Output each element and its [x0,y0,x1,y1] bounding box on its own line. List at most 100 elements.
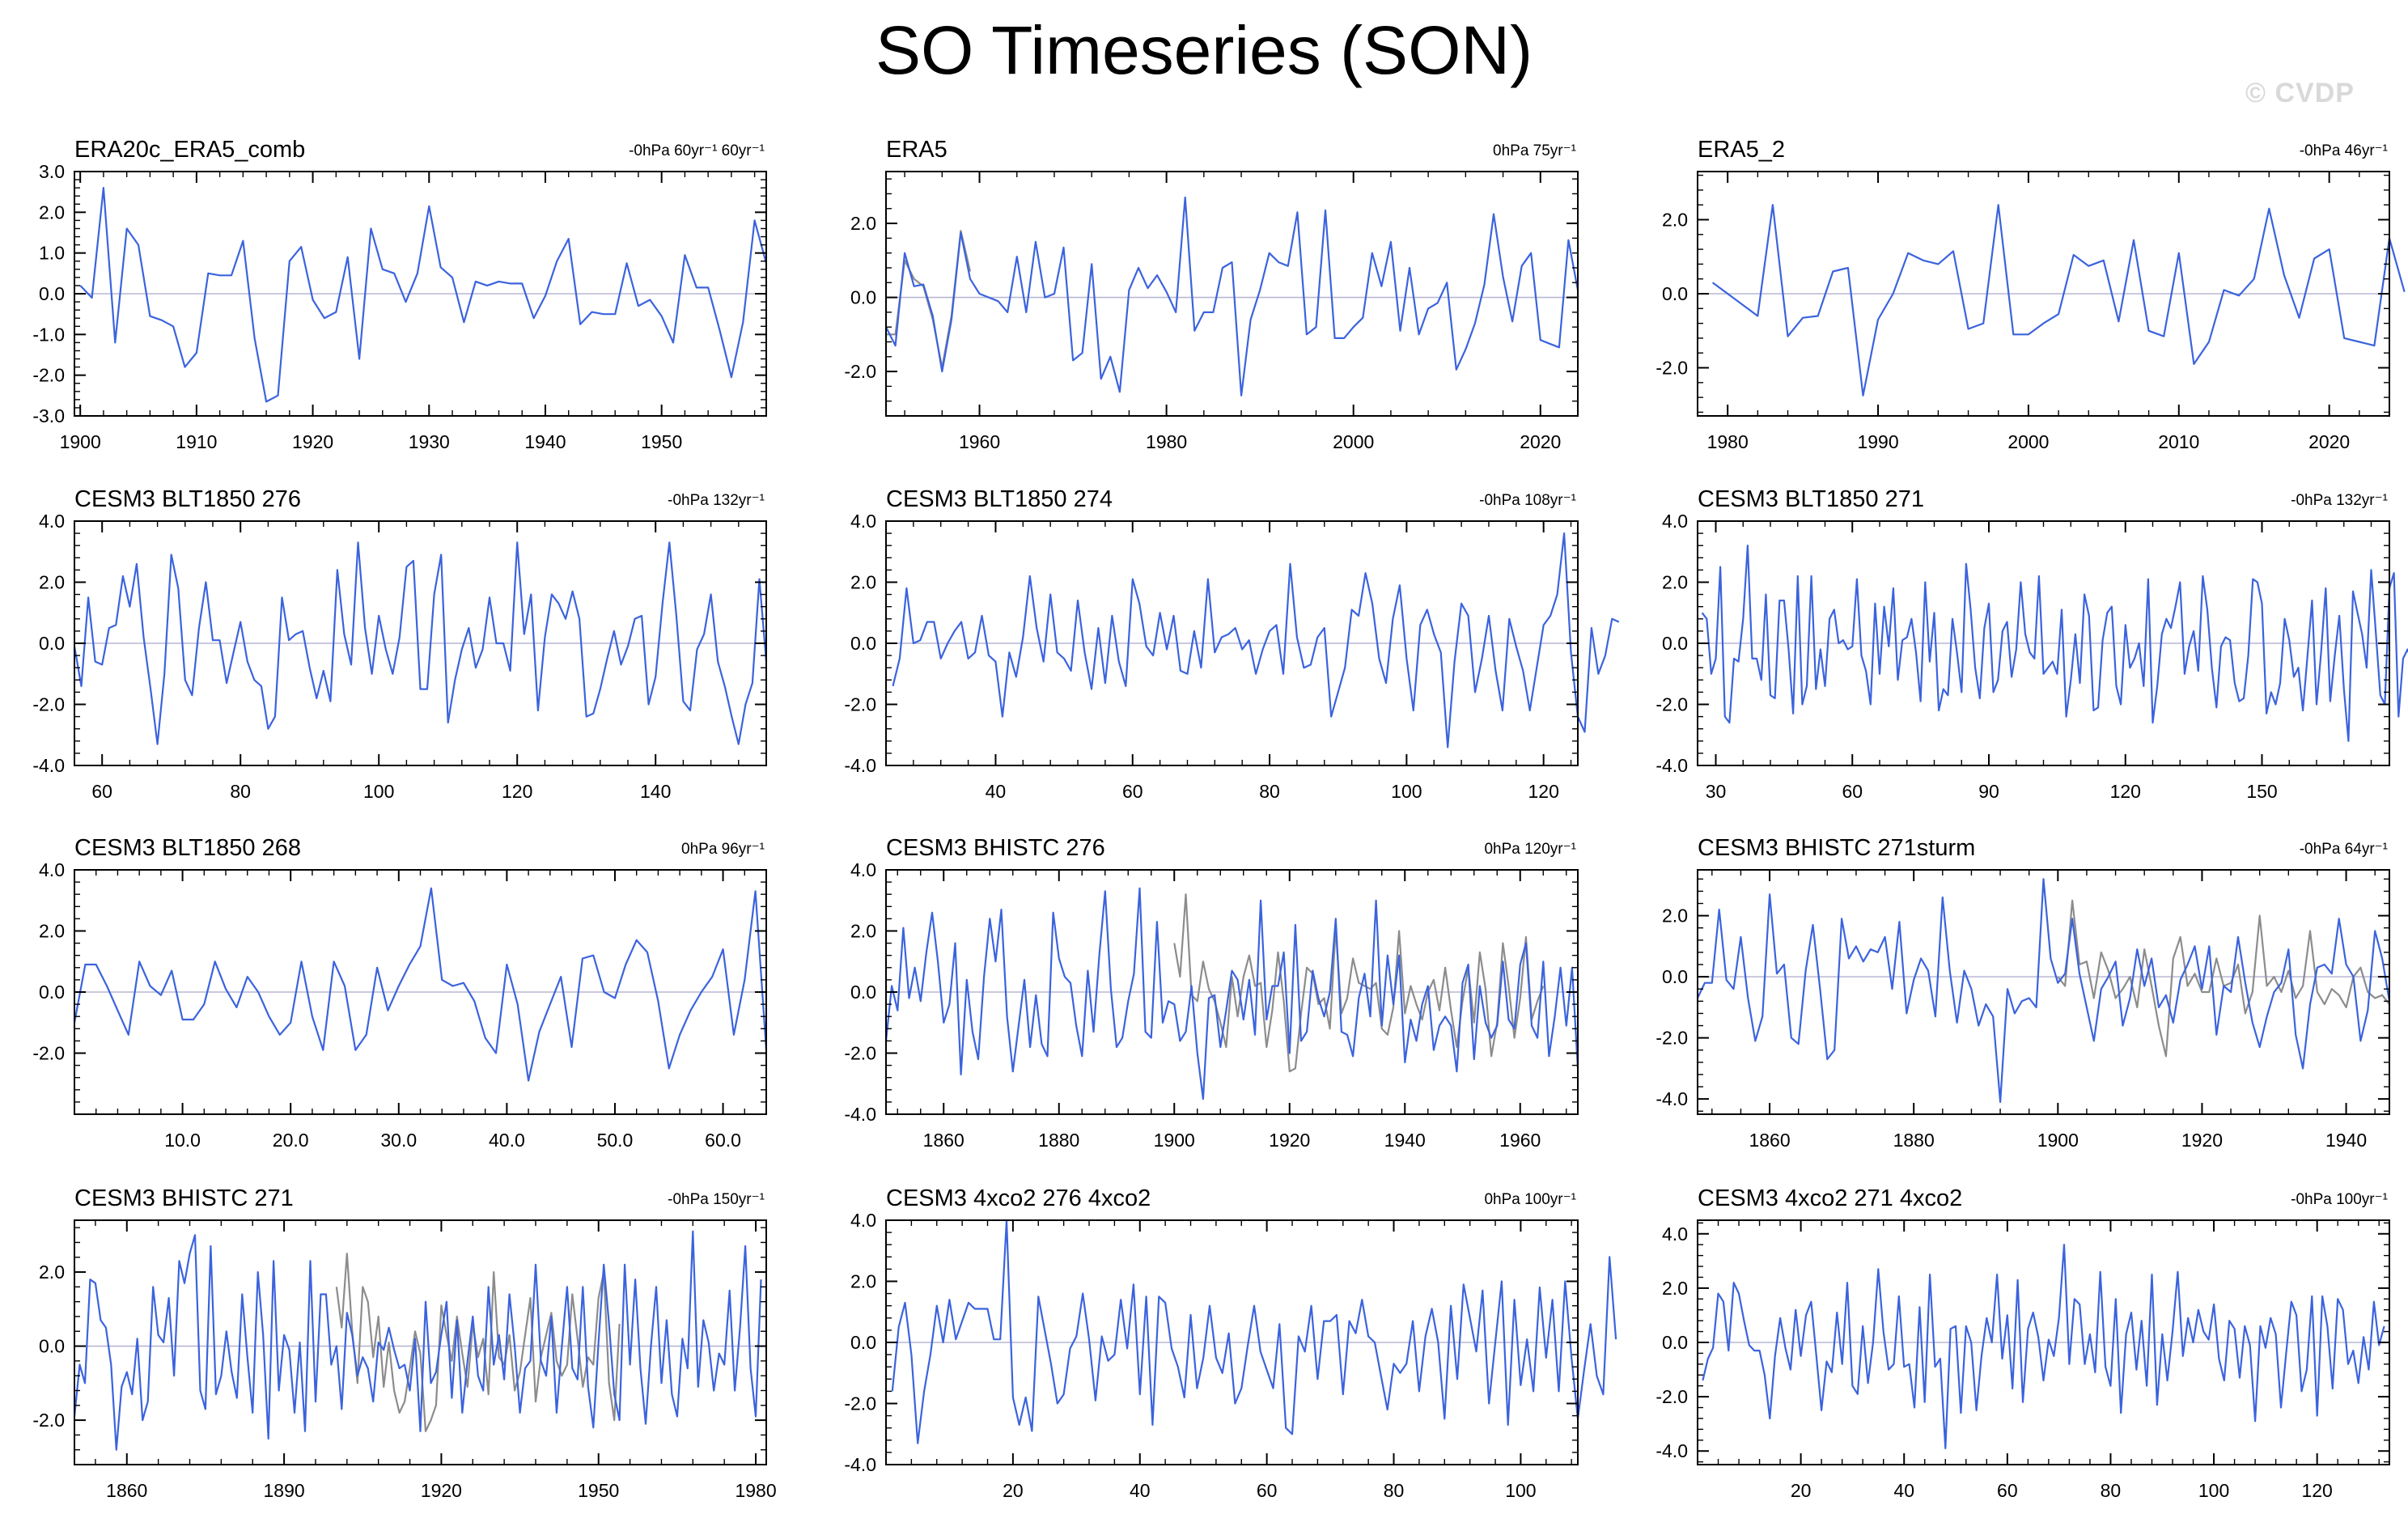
x-tick-label: 40 [986,781,1007,802]
x-tick-label: 100 [1391,781,1422,802]
x-tick-label: 80 [1259,781,1280,802]
x-tick-label: 1980 [1146,431,1187,452]
x-tick-label: 1860 [923,1130,964,1151]
y-tick-label: 1.0 [39,243,65,264]
y-tick-label: -4.0 [1656,1088,1688,1109]
y-tick-label: 0.0 [39,283,65,304]
x-tick-label: 1940 [524,431,566,452]
x-tick-label: 40.0 [489,1130,525,1151]
panel-title: ERA5_2 [1698,137,1785,163]
y-tick-label: 4.0 [39,511,65,532]
x-tick-label: 1900 [1154,1130,1195,1151]
x-tick-label: 20.0 [273,1130,309,1151]
y-tick-label: 2.0 [1662,905,1688,927]
y-tick-label: 2.0 [39,921,65,942]
x-tick-label: 1920 [1269,1130,1310,1151]
x-tick-label: 30 [1706,781,1727,802]
y-tick-label: -2.0 [1656,694,1688,715]
y-tick-label: -2.0 [32,694,65,715]
x-tick-label: 1950 [578,1480,619,1501]
x-tick-label: 1920 [292,431,333,452]
panel-title: CESM3 BLT1850 271 [1698,486,1924,512]
x-tick-label: 60 [1257,1480,1278,1501]
y-tick-label: -4.0 [32,755,65,776]
panel-title: CESM3 4xco2 271 4xco2 [1698,1185,1962,1211]
x-tick-label: 50.0 [597,1130,634,1151]
panel-title: CESM3 BHISTC 271 [74,1185,294,1211]
chart-panel: CESM3 BHISTC 271sturm -0hPa 64yr⁻¹ -4.0 -2.… [1656,835,2391,1151]
x-tick-label: 30.0 [380,1130,417,1151]
panel-title: ERA20c_ERA5_comb [74,137,305,163]
x-tick-label: 140 [640,781,671,802]
chart-panel: CESM3 BLT1850 276 -0hPa 132yr⁻¹ -4.0 -2.0 0.… [32,486,768,802]
chart-panel: CESM3 BHISTC 271 -0hPa 150yr⁻¹ -2.0 0.0 2.0 1… [32,1185,776,1501]
panel-title: CESM3 BHISTC 276 [886,835,1105,861]
y-tick-label: 2.0 [39,572,65,593]
x-tick-label: 120 [1528,781,1558,802]
panel-annotation: -0hPa 132yr⁻¹ [668,492,765,509]
plot-frame [885,171,1579,417]
x-tick-label: 1990 [1857,431,1898,452]
series-line [73,1230,762,1451]
series-line [79,187,768,403]
panel-title: CESM3 BHISTC 271sturm [1698,835,1975,861]
x-tick-label: 2000 [1333,431,1374,452]
x-tick-label: 60.0 [705,1130,741,1151]
page-title: SO Timeseries (SON) [875,12,1533,88]
series-line [73,541,768,745]
x-tick-label: 1950 [641,431,682,452]
y-tick-label: 4.0 [1662,1223,1688,1245]
x-tick-label: 2000 [2007,431,2049,452]
x-tick-label: 120 [2110,781,2141,802]
chart-panel: CESM3 4xco2 276 4xco2 0hPa 100yr⁻¹ -4.0 -2.… [844,1185,1617,1501]
x-tick-label: 60 [1842,781,1863,802]
series-line [891,1219,1617,1444]
chart-panel: ERA20c_ERA5_comb -0hPa 60yr⁻¹ 60yr⁻¹ -3.0 -… [32,137,768,452]
x-tick-label: 1880 [1038,1130,1079,1151]
x-tick-label: 10.0 [164,1130,201,1151]
x-tick-label: 40 [1893,1480,1914,1501]
x-tick-label: 2020 [1520,431,1561,452]
series-line [73,887,768,1082]
y-tick-label: 2.0 [39,201,65,223]
chart-panel: CESM3 BLT1850 271 -0hPa 132yr⁻¹ -4.0 -2.0 0.… [1656,486,2408,802]
y-tick-label: 0.0 [39,1336,65,1357]
panel-annotation: -0hPa 100yr⁻¹ [2291,1191,2388,1208]
x-tick-label: 120 [502,781,532,802]
x-tick-label: 80 [1384,1480,1405,1501]
x-tick-label: 1940 [1384,1130,1426,1151]
y-tick-label: 3.0 [39,161,65,182]
panel-annotation: -0hPa 64yr⁻¹ [2300,841,2388,858]
series-line [1697,878,2391,1104]
x-tick-label: 150 [2246,781,2277,802]
y-tick-label: 2.0 [39,1261,65,1283]
plot-frame [74,1219,767,1465]
y-tick-label: -2.0 [1656,1028,1688,1049]
chart-panel: CESM3 BLT1850 274 -0hPa 108yr⁻¹ -4.0 -2.0 0.… [844,486,1620,802]
panel-title: CESM3 4xco2 276 4xco2 [886,1185,1151,1211]
x-tick-label: 1920 [421,1480,462,1501]
x-tick-label: 60 [1122,781,1143,802]
x-tick-label: 1960 [959,431,1000,452]
x-tick-label: 120 [2301,1480,2332,1501]
x-tick-label: 1960 [1499,1130,1541,1151]
y-tick-label: 0.0 [39,982,65,1003]
y-tick-label: 0.0 [850,1332,876,1353]
x-tick-label: 2010 [2158,431,2199,452]
y-tick-label: -2.0 [844,1043,876,1064]
x-tick-label: 100 [2198,1480,2229,1501]
comparison-series-line [1173,893,1545,1073]
y-tick-label: 4.0 [850,1210,876,1231]
y-tick-label: -2.0 [844,694,876,715]
panel-title: ERA5 [886,137,948,163]
plot-frame [1697,869,2390,1115]
y-tick-label: 2.0 [850,213,876,234]
x-tick-label: 80 [230,781,251,802]
x-tick-label: 90 [1978,781,1999,802]
panel-annotation: -0hPa 150yr⁻¹ [668,1191,765,1208]
x-tick-label: 1880 [1893,1130,1935,1151]
x-tick-label: 20 [1791,1480,1812,1501]
x-tick-label: 100 [363,781,394,802]
y-tick-label: -4.0 [1656,1440,1688,1461]
y-tick-label: -4.0 [1656,755,1688,776]
